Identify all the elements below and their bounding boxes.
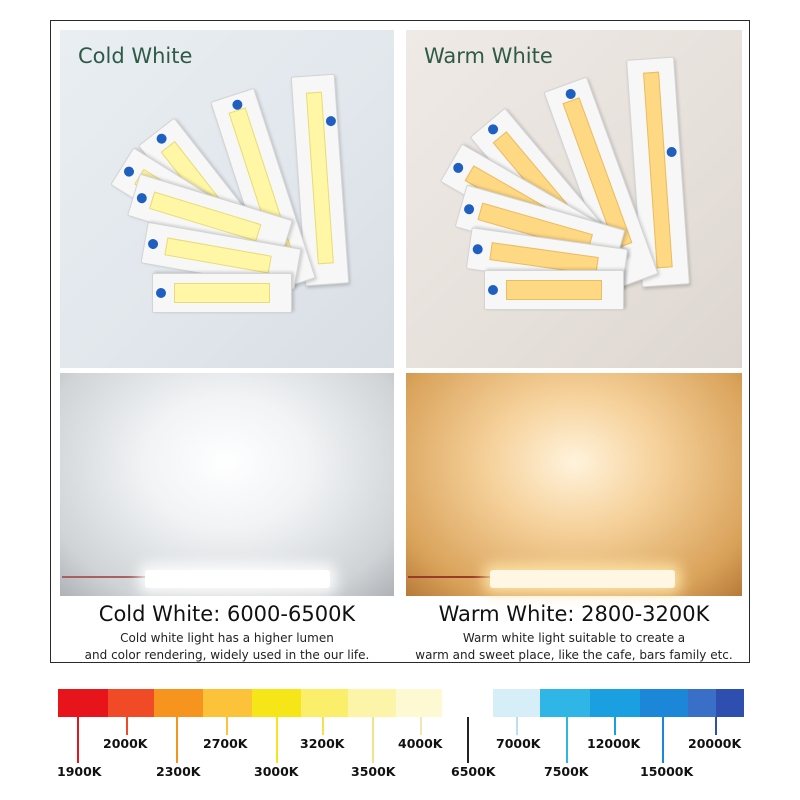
capacitor — [156, 288, 166, 298]
swatch-warm — [252, 689, 301, 717]
swatch-warm — [108, 689, 154, 717]
cold-white-description: Cold white light has a higher lumen and … — [60, 630, 394, 664]
temp-label-3200k: 3200K — [300, 736, 345, 751]
temp-label-7500k: 7500K — [544, 764, 589, 779]
capacitor — [488, 285, 498, 295]
temp-label-12000k: 12000K — [587, 736, 641, 751]
temp-label-7000k: 7000K — [496, 736, 541, 751]
temp-label-2700k: 2700K — [203, 736, 248, 751]
scale-tick — [662, 717, 664, 763]
swatch-cool — [590, 689, 640, 717]
temp-label-6500k: 6500K — [451, 764, 496, 779]
swatch-warm — [396, 689, 442, 717]
cold-white-heading: Cold White: 6000-6500K — [98, 602, 356, 626]
temp-label-1900k: 1900K — [57, 764, 102, 779]
swatch-cool — [688, 689, 716, 717]
scale-tick — [77, 717, 79, 763]
scale-tick — [614, 717, 616, 735]
wire — [62, 576, 146, 578]
swatch-cool — [640, 689, 688, 717]
warm-led-glow-bar — [490, 570, 675, 588]
scale-tick — [715, 717, 717, 735]
scale-tick — [226, 717, 228, 735]
swatch-cool — [716, 689, 744, 717]
warm-white-led-photo: Warm White — [406, 30, 742, 368]
temp-label-3500k: 3500K — [351, 764, 396, 779]
cold-led-glow-bar — [145, 570, 330, 588]
swatch-warm — [58, 689, 108, 717]
swatch-warm — [348, 689, 396, 717]
warm-white-description: Warm white light suitable to create a wa… — [406, 630, 742, 664]
scale-tick — [176, 717, 178, 763]
warm-white-glow-photo — [406, 373, 742, 596]
led-strip — [152, 273, 292, 313]
warm-white-heading: Warm White: 2800-3200K — [438, 602, 710, 626]
cold-white-photo-label: Cold White — [78, 44, 193, 68]
swatch-warm — [301, 689, 348, 717]
scale-tick — [516, 717, 518, 735]
cold-white-glow-photo — [60, 373, 394, 596]
cold-white-description-line-1: Cold white light has a higher lumen — [120, 631, 334, 645]
temp-label-2300k: 2300K — [156, 764, 201, 779]
swatch-cool — [540, 689, 590, 717]
temp-label-2000k: 2000K — [103, 736, 148, 751]
swatch-warm — [203, 689, 252, 717]
cold-white-description-line-2: and color rendering, widely used in the … — [84, 648, 370, 662]
wire — [408, 576, 492, 578]
cold-white-led-photo: Cold White — [60, 30, 394, 368]
temp-label-20000k: 20000K — [688, 736, 742, 751]
led-chip — [506, 280, 602, 300]
scale-tick — [126, 717, 128, 735]
temp-label-4000k: 4000K — [398, 736, 443, 751]
temp-label-3000k: 3000K — [254, 764, 299, 779]
scale-tick — [322, 717, 324, 735]
led-chip — [174, 283, 270, 303]
scale-tick — [276, 717, 278, 763]
warm-white-photo-label: Warm White — [424, 44, 553, 68]
scale-tick — [420, 717, 422, 735]
temp-label-15000k: 15000K — [640, 764, 694, 779]
scale-tick — [566, 717, 568, 763]
warm-white-description-line-1: Warm white light suitable to create a — [462, 631, 686, 645]
swatch-cool — [493, 689, 540, 717]
scale-tick — [467, 717, 469, 763]
led-strip — [484, 270, 624, 310]
swatch-warm — [154, 689, 203, 717]
warm-white-description-line-2: warm and sweet place, like the cafe, bar… — [415, 648, 733, 662]
scale-tick — [372, 717, 374, 763]
